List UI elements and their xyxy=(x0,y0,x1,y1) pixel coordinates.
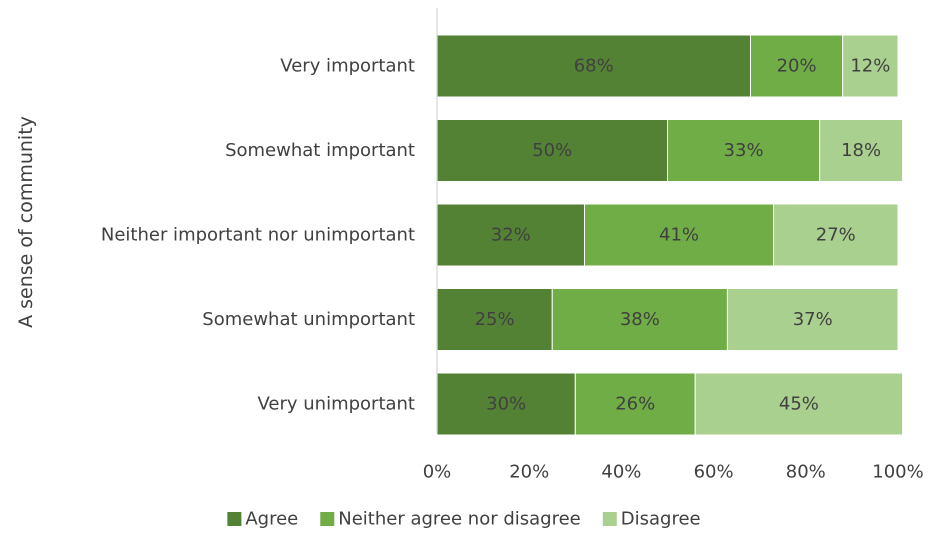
bar-segment-neither-agree-nor-disagree-neither-important-nor-unimportant xyxy=(584,203,775,267)
bar-segment-neither-agree-nor-disagree-very-unimportant xyxy=(574,372,696,436)
data-label-disagree-neither-important-nor-unimportant: 27% xyxy=(816,225,856,246)
x-tick-label-40: 40% xyxy=(601,462,641,483)
data-label-neither-agree-nor-disagree-somewhat-unimportant: 38% xyxy=(620,309,660,330)
legend: Agree Neither agree nor disagree Disagree xyxy=(227,509,701,530)
legend-item-agree: Agree xyxy=(227,509,298,530)
bar-segment-disagree-neither-important-nor-unimportant xyxy=(773,203,899,267)
legend-item-neither-agree-nor-disagree: Neither agree nor disagree xyxy=(320,509,581,530)
category-label-somewhat-unimportant: Somewhat unimportant xyxy=(202,309,415,330)
bar-segment-agree-very-important xyxy=(436,34,751,98)
data-label-neither-agree-nor-disagree-very-important: 20% xyxy=(777,56,817,77)
bar-segment-neither-agree-nor-disagree-somewhat-important xyxy=(667,119,821,182)
x-tick-label-100: 100% xyxy=(872,462,923,483)
x-tick-labels-layer: 0% 20% 40% 60% 80% 100% xyxy=(423,462,924,483)
bar-segment-neither-agree-nor-disagree-very-important xyxy=(749,34,844,98)
bar-segment-agree-somewhat-important xyxy=(436,119,668,182)
category-label-neither-important-nor-unimportant: Neither important nor unimportant xyxy=(101,225,415,246)
x-tick-label-60: 60% xyxy=(694,462,734,483)
legend-label-neither-agree-nor-disagree: Neither agree nor disagree xyxy=(338,509,581,530)
legend-swatch-disagree xyxy=(602,512,617,526)
data-label-agree-neither-important-nor-unimportant: 32% xyxy=(491,225,531,246)
category-label-very-unimportant: Very unimportant xyxy=(257,394,415,415)
y-axis-title: A sense of community xyxy=(15,116,37,328)
bar-segment-agree-neither-important-nor-unimportant xyxy=(436,203,586,267)
bar-segment-disagree-very-important xyxy=(842,34,899,98)
category-labels-layer: Very important Somewhat important Neither … xyxy=(101,56,415,415)
data-label-neither-agree-nor-disagree-very-unimportant: 26% xyxy=(615,394,655,415)
bar-segment-disagree-somewhat-important xyxy=(819,119,904,182)
x-tick-label-20: 20% xyxy=(509,462,549,483)
bar-segment-agree-somewhat-unimportant xyxy=(436,288,553,351)
data-labels-layer: 68% 20% 12% 50% 33% 18% 32% 41% 27% 25% 38% 37% 30% 2… xyxy=(475,56,891,415)
category-label-very-important: Very important xyxy=(280,56,415,77)
data-label-agree-somewhat-important: 50% xyxy=(532,140,572,161)
legend-label-agree: Agree xyxy=(245,509,298,530)
bar-segment-disagree-somewhat-unimportant xyxy=(726,288,899,351)
bars-layer xyxy=(436,34,904,436)
legend-item-disagree: Disagree xyxy=(602,509,701,530)
data-label-neither-agree-nor-disagree-somewhat-important: 33% xyxy=(724,140,764,161)
x-tick-label-80: 80% xyxy=(786,462,826,483)
data-label-disagree-very-unimportant: 45% xyxy=(779,394,819,415)
legend-label-disagree: Disagree xyxy=(621,509,701,530)
x-tick-label-0: 0% xyxy=(423,462,452,483)
data-label-neither-agree-nor-disagree-neither-important-nor-unimportant: 41% xyxy=(659,225,699,246)
bar-segment-agree-very-unimportant xyxy=(436,372,576,436)
data-label-agree-somewhat-unimportant: 25% xyxy=(475,309,515,330)
data-label-disagree-very-important: 12% xyxy=(850,56,890,77)
legend-swatch-agree xyxy=(227,512,242,526)
category-label-somewhat-important: Somewhat important xyxy=(225,140,415,161)
data-label-agree-very-unimportant: 30% xyxy=(486,394,526,415)
legend-swatch-neither-agree-nor-disagree xyxy=(320,512,335,526)
data-label-agree-very-important: 68% xyxy=(574,56,614,77)
bar-segment-disagree-very-unimportant xyxy=(694,372,904,436)
data-label-disagree-somewhat-unimportant: 37% xyxy=(793,309,833,330)
data-label-disagree-somewhat-important: 18% xyxy=(841,140,881,161)
